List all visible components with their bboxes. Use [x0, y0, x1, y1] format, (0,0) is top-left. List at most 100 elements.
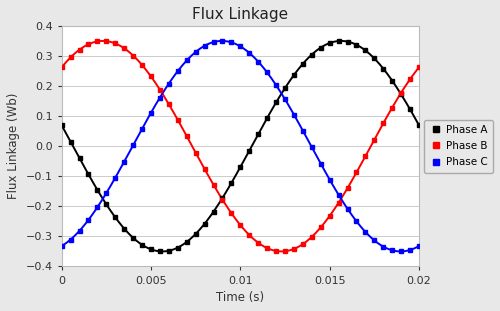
Phase A — [58, 123, 64, 127]
Phase A — [416, 123, 422, 127]
Phase A — [309, 53, 315, 56]
Phase B — [264, 246, 270, 250]
Phase B — [238, 223, 244, 227]
Phase A — [273, 100, 279, 104]
Phase A — [362, 49, 368, 52]
Phase B — [166, 102, 172, 106]
Phase C — [175, 69, 181, 73]
Phase C — [380, 245, 386, 248]
Phase B — [121, 46, 127, 50]
Phase C — [112, 176, 118, 180]
Phase B — [398, 91, 404, 95]
Phase B — [282, 249, 288, 253]
Phase B — [372, 138, 378, 142]
Phase C — [336, 193, 342, 197]
Phase A — [389, 79, 395, 83]
Phase B — [192, 151, 198, 155]
Phase B — [68, 55, 73, 59]
Phase A — [130, 236, 136, 240]
Phase C — [228, 40, 234, 44]
Phase B — [309, 235, 315, 239]
Phase C — [273, 83, 279, 87]
Phase A — [398, 93, 404, 96]
Phase C — [407, 248, 413, 252]
Phase B — [86, 42, 91, 46]
Phase B — [300, 242, 306, 246]
Phase A — [255, 132, 261, 136]
Phase A — [112, 216, 118, 219]
Phase A — [166, 249, 172, 253]
Phase C — [362, 230, 368, 234]
Phase C — [282, 97, 288, 101]
Phase B — [157, 88, 163, 91]
Phase A — [76, 156, 82, 160]
Phase C — [94, 205, 100, 209]
Phase B — [58, 65, 64, 69]
Phase C — [255, 60, 261, 63]
Phase A — [104, 202, 110, 206]
Phase C — [130, 143, 136, 147]
Phase C — [68, 238, 73, 241]
Phase A — [86, 173, 91, 176]
Phase B — [344, 186, 350, 190]
Phase C — [354, 220, 360, 223]
Phase B — [202, 167, 207, 171]
Phase C — [318, 162, 324, 165]
Phase A — [238, 165, 244, 169]
Phase A — [175, 246, 181, 249]
Phase B — [255, 241, 261, 245]
Phase C — [300, 129, 306, 132]
Phase A — [291, 73, 297, 77]
Phase A — [407, 108, 413, 111]
Phase C — [220, 39, 226, 43]
Phase A — [372, 57, 378, 60]
Phase A — [210, 210, 216, 214]
Phase A — [246, 149, 252, 153]
Phase B — [291, 247, 297, 251]
Phase C — [238, 44, 244, 48]
Phase B — [210, 183, 216, 187]
Phase C — [398, 249, 404, 253]
Phase B — [246, 233, 252, 237]
Phase A — [380, 67, 386, 71]
X-axis label: Time (s): Time (s) — [216, 291, 264, 304]
Phase C — [202, 44, 207, 48]
Phase C — [104, 191, 110, 195]
Phase C — [76, 229, 82, 233]
Phase B — [380, 122, 386, 125]
Phase B — [220, 198, 226, 202]
Phase A — [264, 116, 270, 120]
Title: Flux Linkage: Flux Linkage — [192, 7, 288, 22]
Phase A — [336, 39, 342, 43]
Phase B — [112, 42, 118, 45]
Phase A — [344, 40, 350, 44]
Line: Phase C: Phase C — [60, 39, 421, 253]
Phase B — [228, 211, 234, 215]
Phase A — [354, 43, 360, 47]
Phase B — [130, 54, 136, 58]
Phase C — [148, 111, 154, 114]
Phase B — [273, 249, 279, 253]
Phase A — [94, 188, 100, 192]
Phase A — [202, 222, 207, 225]
Phase B — [184, 134, 190, 138]
Phase B — [389, 106, 395, 109]
Phase B — [318, 225, 324, 229]
Phase A — [326, 41, 332, 45]
Phase C — [184, 58, 190, 62]
Phase A — [184, 240, 190, 244]
Phase B — [407, 77, 413, 81]
Phase B — [362, 154, 368, 158]
Phase A — [121, 227, 127, 230]
Phase A — [318, 46, 324, 49]
Phase B — [416, 65, 422, 69]
Phase C — [157, 96, 163, 100]
Phase B — [336, 201, 342, 205]
Phase C — [264, 71, 270, 74]
Phase C — [86, 218, 91, 222]
Phase B — [94, 39, 100, 43]
Phase A — [192, 232, 198, 236]
Phase C — [416, 244, 422, 248]
Phase C — [372, 239, 378, 242]
Phase C — [58, 244, 64, 248]
